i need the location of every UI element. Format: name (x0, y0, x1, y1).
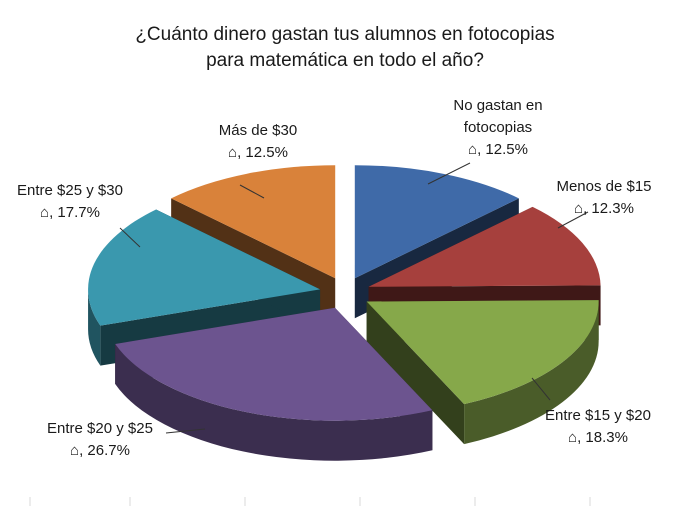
slice-label: Menos de $15 ⌂, 12.3% (556, 178, 652, 229)
slice-label: Más de $30 ⌂, 12.5% (219, 122, 297, 199)
pie-slice-top (115, 307, 433, 421)
data-label-value: ⌂, 26.7% (70, 442, 130, 459)
chart-title: ¿Cuánto dinero gastan tus alumnos en fot… (135, 24, 554, 71)
leader-line (557, 211, 589, 229)
pie-slice-cut-face (366, 301, 465, 445)
data-label-value: ⌂, 18.3% (568, 429, 628, 446)
data-label-category: Entre $15 y $20 (545, 407, 651, 424)
leader-line (239, 184, 265, 199)
leader-line (427, 162, 471, 185)
leader-line (531, 377, 551, 401)
data-label-value: ⌂, 12.3% (574, 200, 634, 217)
pie-slice-rim (464, 301, 599, 445)
data-label-category: Más de $30 (219, 122, 297, 139)
data-label-category: Entre $20 y $25 (47, 420, 153, 437)
pie-slice-top (171, 165, 336, 279)
chart-title-line-2: para matemática en todo el año? (206, 50, 484, 71)
pie-slice-top (368, 206, 601, 287)
leader-line (119, 227, 141, 248)
slice-label: No gastan en fotocopias ⌂, 12.5% (427, 97, 543, 185)
leader-line (165, 428, 206, 434)
data-label-value: ⌂, 12.5% (468, 141, 528, 158)
data-label-value: ⌂, 17.7% (40, 204, 100, 221)
data-label-category: No gastan en (453, 97, 542, 114)
pie-slice-top (354, 165, 519, 279)
pie-slice-rim (115, 343, 433, 461)
slice-label: Entre $20 y $25 ⌂, 26.7% (47, 420, 206, 459)
pie-slices (88, 165, 601, 461)
slice-label: Entre $15 y $20 ⌂, 18.3% (531, 377, 651, 446)
data-label-value: ⌂, 12.5% (228, 144, 288, 161)
slice-label: Entre $25 y $30 ⌂, 17.7% (17, 182, 141, 248)
pie-slice-top (366, 300, 599, 405)
pie-slice (366, 300, 599, 445)
chart-title-line-1: ¿Cuánto dinero gastan tus alumnos en fot… (135, 24, 554, 45)
pie-slice-top (88, 209, 321, 326)
data-label-category: fotocopias (464, 119, 532, 136)
pie-slice (115, 307, 433, 461)
plot-area-baseline (29, 497, 591, 506)
data-label-category: Entre $25 y $30 (17, 182, 123, 199)
data-label-category: Menos de $15 (556, 178, 651, 195)
slice-labels: No gastan en fotocopias ⌂, 12.5% Menos de $… (17, 97, 652, 459)
pie-slice-rim (88, 289, 101, 366)
